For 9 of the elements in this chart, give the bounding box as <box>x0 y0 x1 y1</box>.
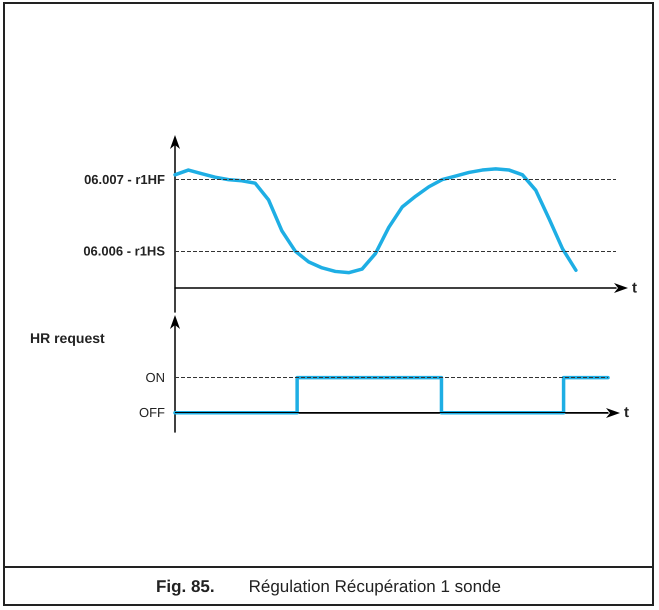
ref-line-label: 06.006 - r1HS <box>83 244 166 259</box>
ref-line-label: 06.007 - r1HF <box>84 172 166 188</box>
ref-line-label: ON <box>146 370 165 386</box>
caption: Fig. 85. <box>156 577 215 596</box>
text: Régulation Récupération 1 sonde <box>248 577 501 596</box>
y-axis-title: HR request <box>30 330 106 346</box>
x-axis-title: t <box>624 404 629 422</box>
ref-line-label: OFF <box>139 405 166 420</box>
x-axis-title: t <box>632 280 637 297</box>
